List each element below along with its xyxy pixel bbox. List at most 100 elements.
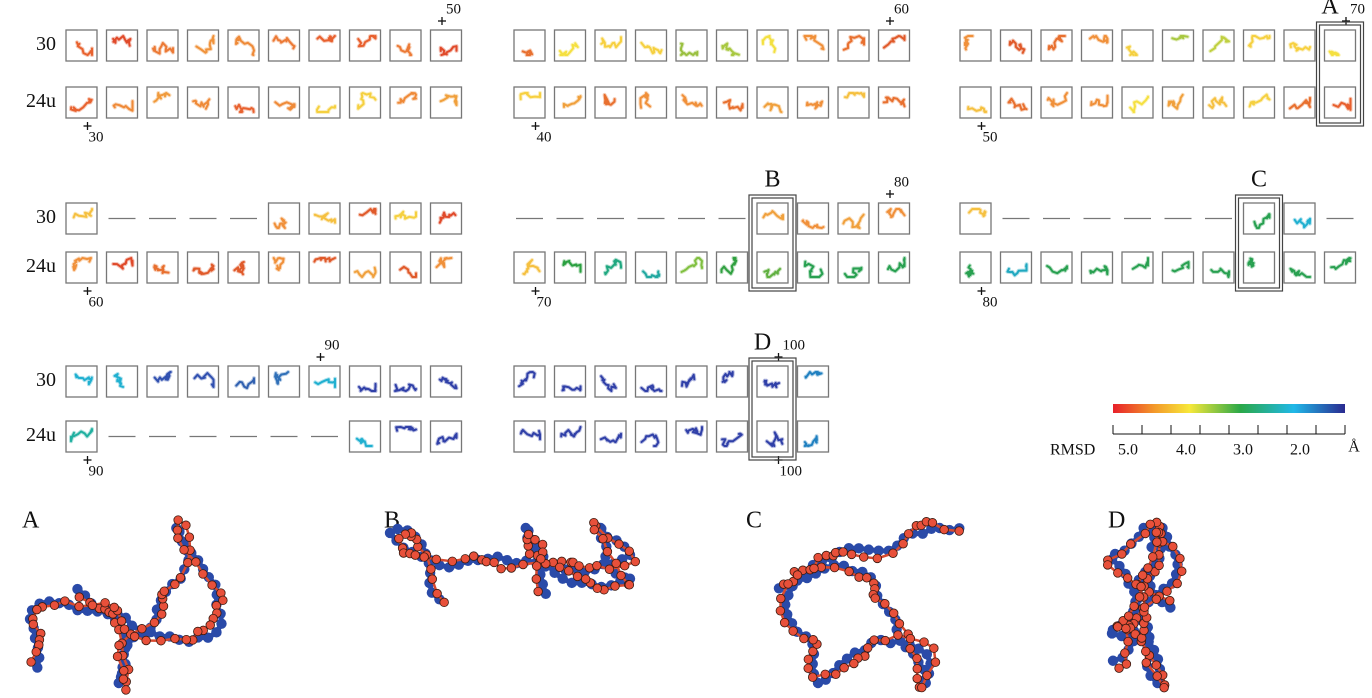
thumbnail [1122,30,1153,61]
thumbnail [717,252,748,283]
thumbnail [757,366,788,397]
residue-tick: 60 [89,294,104,310]
model-atom [531,535,540,544]
model-atom [1152,528,1161,537]
model-atom [1115,664,1124,673]
residue-tick: 80 [894,174,909,190]
highlight-label: B [764,167,780,193]
thumbnail [431,87,462,118]
model-atom [1123,574,1132,583]
thumbnail [431,366,462,397]
row-label: 30 [36,206,56,228]
thumbnail [390,203,421,234]
thumbnail [757,87,788,118]
thumbnail [676,421,707,452]
model-atom [917,683,926,692]
thumbnail [757,252,788,283]
thumbnail [350,252,381,283]
model-atom [839,548,848,557]
model-atom [428,575,437,584]
model-atom [804,664,813,673]
model-atom [894,631,903,640]
model-atom [1135,593,1144,602]
model-atom [174,534,183,543]
thumbnail [269,30,300,61]
colorbar-tick-label: 3.0 [1233,442,1253,459]
model-atom [615,540,624,549]
thumbnail [431,30,462,61]
model-atom [33,605,42,614]
thumbnail [1244,203,1275,234]
thumbnail [1082,252,1113,283]
thumbnail [1082,87,1113,118]
thumbnail [107,87,138,118]
thumbnail [798,421,829,452]
model-atom [1173,579,1182,588]
model-atom [928,518,937,527]
thumbnail [1203,30,1234,61]
model-atom [1166,596,1175,605]
thumbnail [1082,30,1113,61]
residue-tick: 70 [537,294,552,310]
model-atom [1118,550,1127,559]
colorbar-tick-label: 2.0 [1290,442,1310,459]
thumbnail [1001,30,1032,61]
thumbnail [514,366,545,397]
model-atom [889,549,898,558]
thumbnail [838,252,869,283]
model-atom [620,561,629,570]
model-atom [171,634,180,643]
thumbnail [960,87,991,118]
model-atom [427,565,436,574]
thumbnail [960,252,991,283]
model-atom [575,562,584,571]
thumbnail [636,30,667,61]
model-atom [1113,623,1122,632]
thumbnail-frame [636,30,667,61]
row-label: 24u [26,90,56,112]
model-atom [122,686,131,695]
reference-atom [917,529,927,539]
model-atom [1141,529,1150,538]
model-atom [873,554,882,563]
thumbnail [431,203,462,234]
model-atom [611,582,620,591]
model-atom [75,602,84,611]
thumbnail [228,366,259,397]
model-atom [573,572,582,581]
thumbnail [555,252,586,283]
model-atom [138,624,147,633]
thumbnail [188,87,219,118]
model-atom [119,675,128,684]
model-atom [870,636,879,645]
model-atom [176,573,185,582]
thumbnail [1325,87,1356,118]
model-atom [847,550,856,559]
thumbnail-frame [960,252,991,283]
thumbnail [798,203,829,234]
model-atom [88,601,97,610]
thumbnail [717,87,748,118]
model-atom [113,652,122,661]
model-atom [899,539,908,548]
thumbnail [390,421,421,452]
model-atom [881,599,890,608]
thumbnail [798,366,829,397]
model-atom [525,550,534,559]
model-atom [955,527,964,536]
structure-label: A [22,508,40,534]
thumbnail [107,366,138,397]
thumbnail [1203,87,1234,118]
thumbnail [309,87,340,118]
thumbnail-frame [879,203,910,234]
thumbnail [555,366,586,397]
model-atom [930,644,939,653]
thumbnail [431,252,462,283]
model-atom [1160,683,1169,692]
model-atom [810,564,819,573]
thumbnail [879,87,910,118]
residue-tick: 90 [89,463,104,479]
thumbnail [309,30,340,61]
model-atom [110,603,119,612]
model-atom [1103,561,1112,570]
